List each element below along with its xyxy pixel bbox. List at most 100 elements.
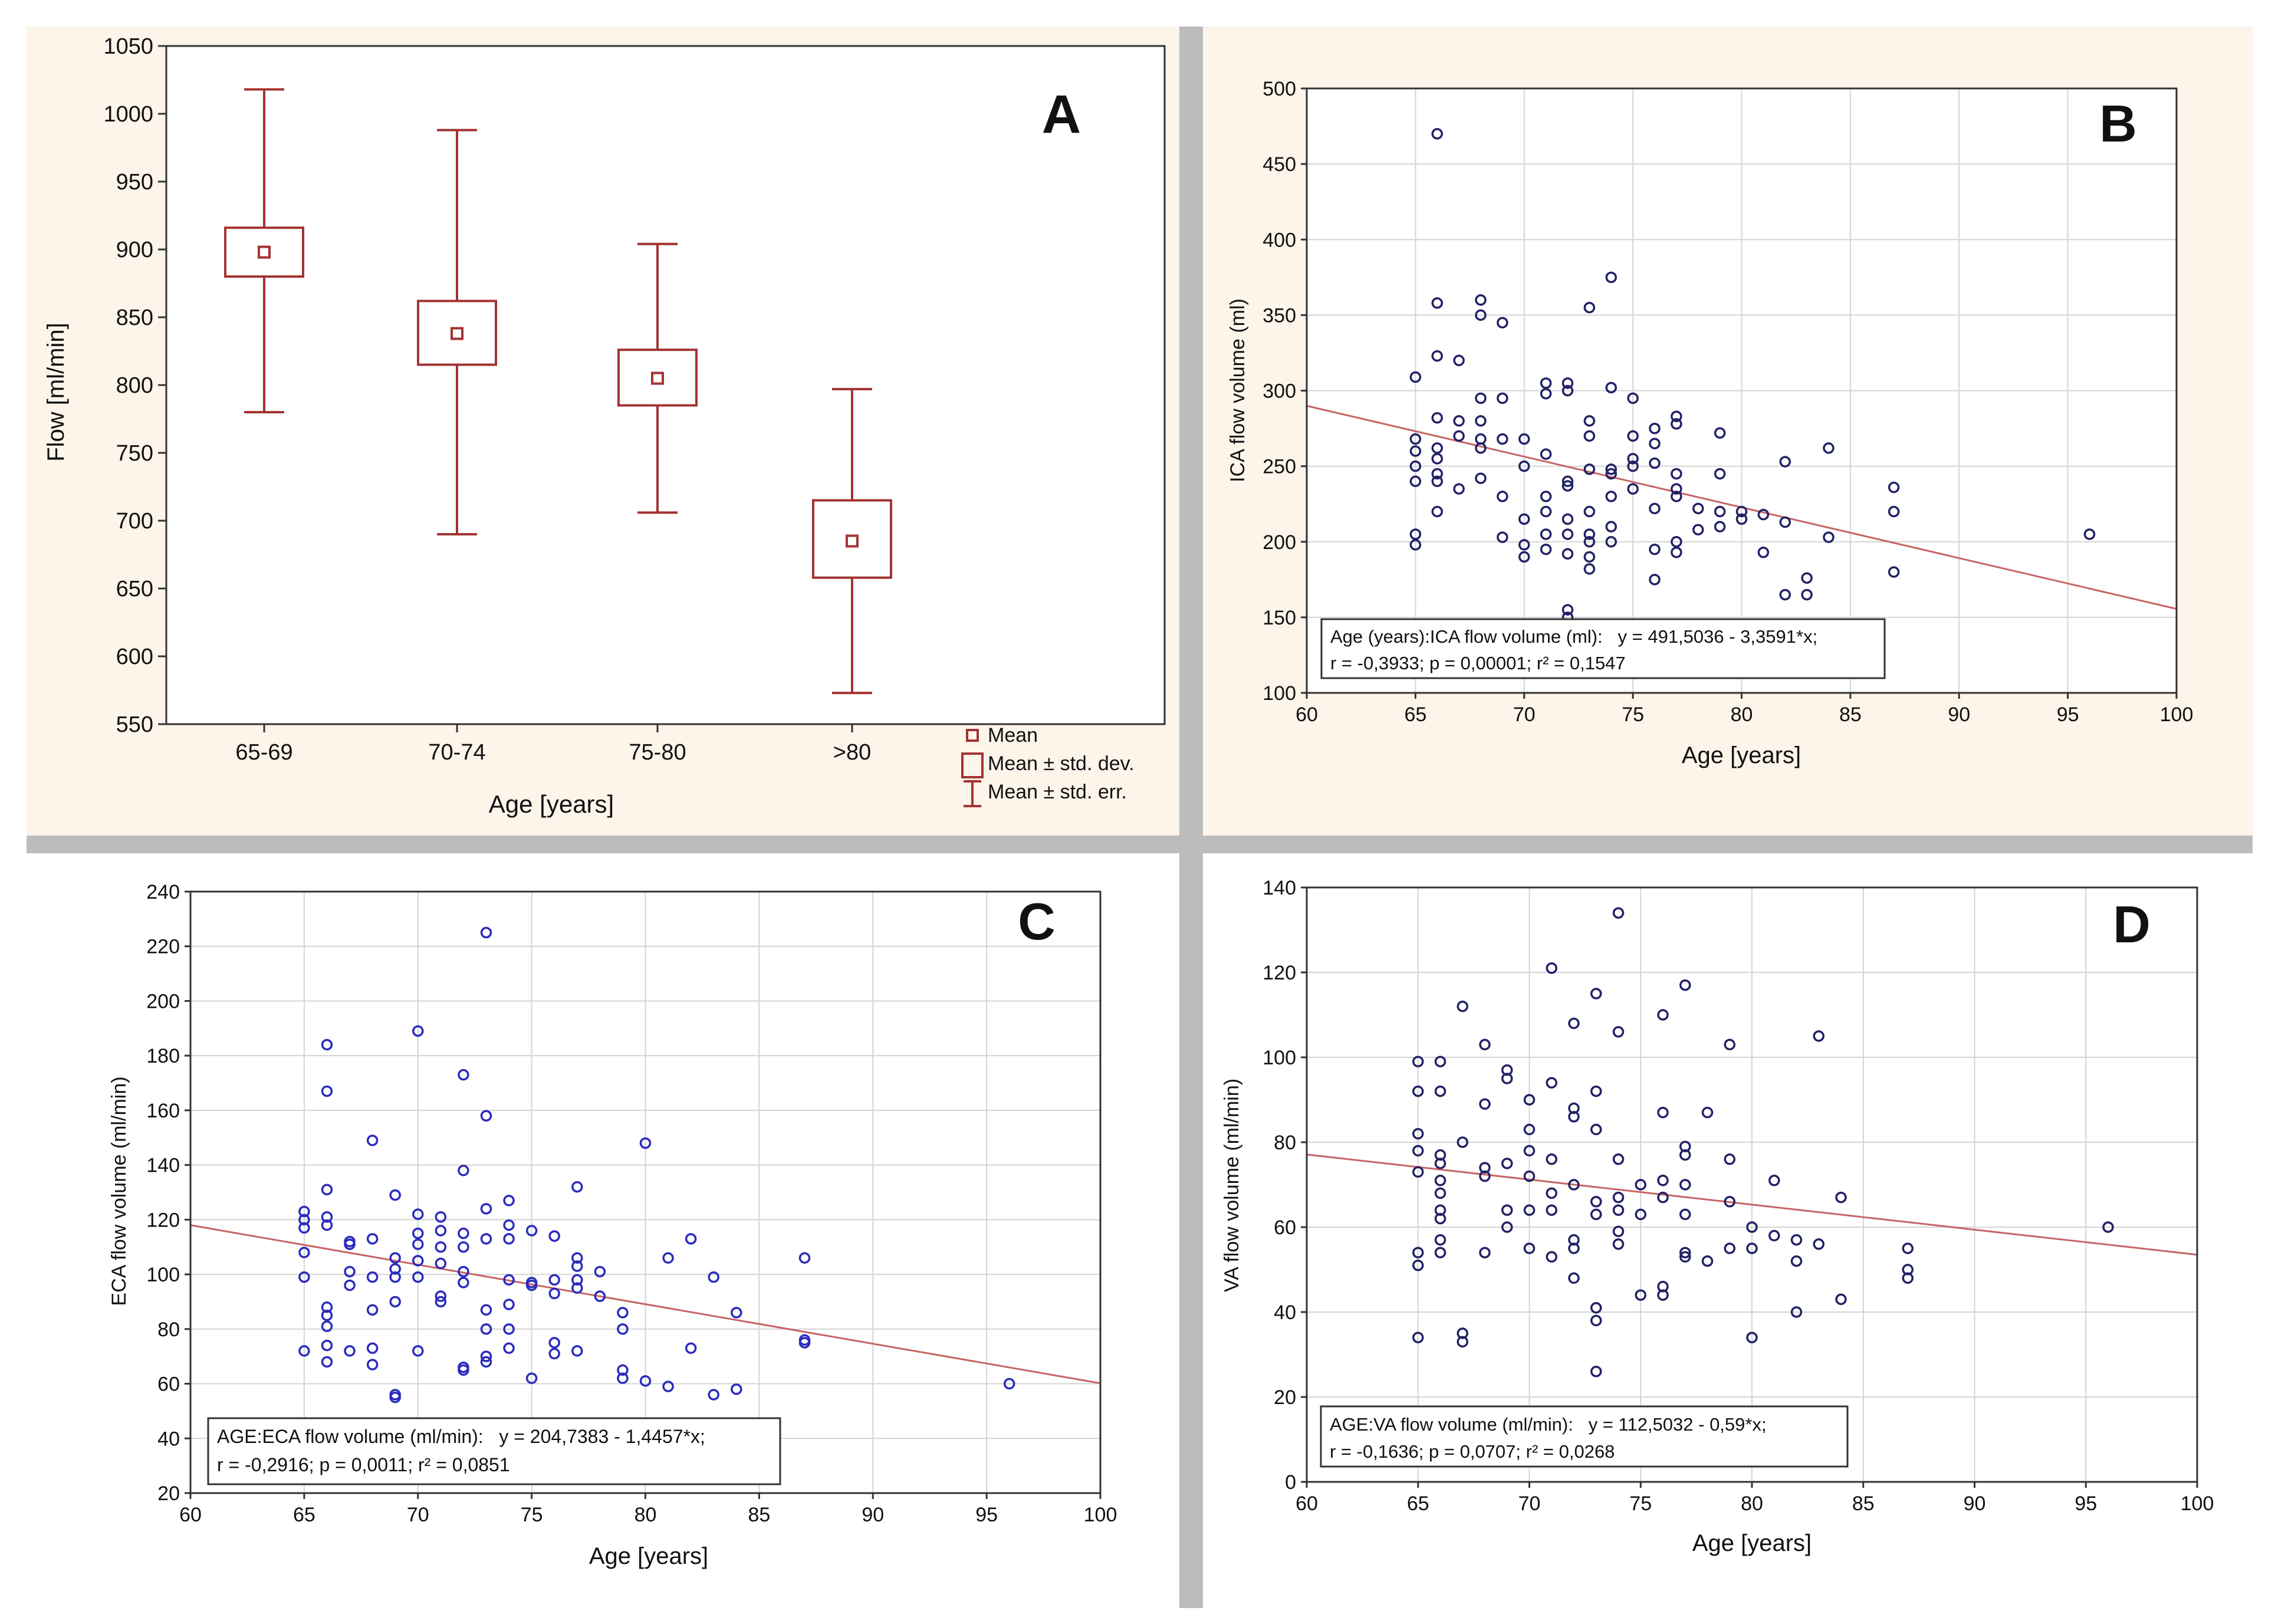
y-tick-label: 500 [1263,78,1296,100]
data-point [1590,1314,1602,1327]
data-point [1583,551,1596,563]
data-point [798,1252,811,1264]
panel-a-box-chart: 550 600 650 700 750 800 850 900 950 1000 1050 65-6… [43,34,1166,818]
data-point [1479,1098,1491,1110]
panel-d-stats-line2: r = -0,1636; p = 0,0707; r² = 0,0268 [1330,1441,1615,1462]
data-point [1457,1000,1468,1012]
data-point [1546,1251,1557,1263]
data-point [731,1307,742,1319]
x-tick-label: 90 [1948,703,1970,726]
data-point [571,1252,583,1264]
data-point [1434,1158,1446,1169]
data-point [548,1274,560,1286]
data-point [503,1195,515,1207]
panel-b-x-label: Age [years] [1682,742,1801,768]
data-point [1501,1204,1513,1216]
panel-a-x-tick-label: >80 [833,740,871,765]
data-point [1605,271,1617,284]
data-point [1561,377,1574,389]
legend-mean-marker [966,729,979,742]
data-point [480,1233,492,1245]
x-tick-label: 95 [2057,703,2079,726]
data-point [366,1271,379,1283]
data-point [708,1389,719,1401]
data-point [344,1238,356,1250]
data-point [1434,1234,1446,1246]
y-tick-label: 120 [1263,962,1296,984]
x-tick-label: 95 [2075,1492,2097,1515]
data-point [1518,460,1530,472]
data-point [1523,1123,1536,1136]
data-point [412,1208,424,1220]
x-tick-label: 80 [1741,1492,1763,1515]
data-point [1888,481,1900,494]
data-point [1746,1332,1758,1343]
y-tick-label: 200 [146,990,180,1012]
data-point [435,1241,447,1253]
panel-d-axes: 60 65 70 75 80 85 90 95 100 0 20 40 60 80 100 120 140 [1263,877,2214,1515]
data-point [1746,1221,1758,1233]
data-point [1583,415,1596,427]
data-point [1888,566,1900,578]
data-point [1431,442,1443,454]
data-point [1561,548,1574,560]
data-point [1003,1378,1015,1390]
data-point [321,1320,333,1332]
data-point [1583,528,1596,540]
y-tick-label: 20 [157,1482,180,1505]
data-point [1657,1009,1669,1021]
data-point [1412,1145,1424,1157]
data-point [1635,1179,1646,1191]
data-point [1409,528,1422,540]
mean-marker [846,534,859,548]
data-point [1823,531,1835,543]
data-point [1540,528,1552,540]
data-point [503,1323,515,1335]
data-point [1583,563,1596,575]
data-point [435,1290,447,1302]
data-point [685,1342,697,1355]
data-point [1724,1153,1735,1165]
data-point [1431,412,1443,424]
data-point [1902,1272,1914,1284]
data-point [1790,1234,1803,1246]
data-point [731,1383,742,1395]
data-point [1627,483,1639,495]
data-point [1409,371,1422,383]
data-point [1590,1302,1602,1314]
panel-d-x-label: Age [years] [1692,1530,1812,1556]
x-tick-label: 60 [179,1504,202,1526]
data-point [1590,1123,1602,1136]
panel-c-plot-border [189,890,1102,1494]
panel-a-boxes [224,88,892,695]
horizontal-separator [27,836,2253,853]
data-point [1649,438,1661,449]
panel-a-x-tick-label: 65-69 [235,740,292,765]
data-point [1561,528,1574,540]
x-tick-label: 65 [293,1504,315,1526]
data-point [389,1252,401,1264]
data-point [1735,513,1748,525]
data-point [1605,468,1617,480]
data-point [1409,539,1422,551]
y-tick-label: 180 [146,1045,180,1067]
panel-c-regression-line [190,1224,1101,1385]
data-point [1835,1293,1847,1306]
data-point [1434,1175,1446,1186]
data-point [1457,1136,1468,1148]
panel-c-letter: C [1018,892,1056,951]
data-point [1801,572,1813,584]
x-tick-label: 90 [1964,1492,1986,1515]
data-point [1501,1073,1513,1084]
data-point [480,1203,492,1215]
data-point [458,1265,469,1278]
y-tick-label: 80 [1274,1132,1296,1154]
panel-a-x-tick-label: 70-74 [428,740,485,765]
data-point [1479,1247,1491,1258]
data-point [1635,1289,1646,1301]
panel-a-box-1 [224,88,304,413]
panel-a-y-label: Flow [ml/min] [43,323,69,462]
data-point [617,1323,629,1335]
data-point [571,1274,583,1286]
data-point [1757,546,1770,558]
